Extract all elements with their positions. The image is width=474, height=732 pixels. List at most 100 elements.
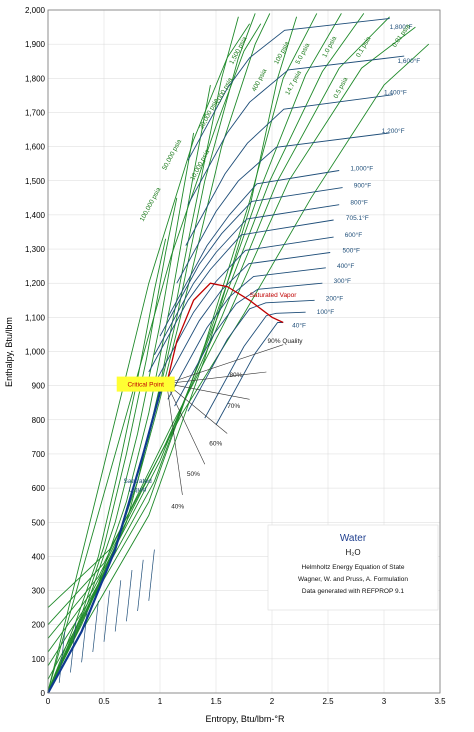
saturated-vapor-line <box>166 282 284 384</box>
isotherm-label: 600°F <box>345 231 362 239</box>
y-tick-label: 1,000 <box>25 348 46 357</box>
isotherm-label: 800°F <box>350 199 367 207</box>
plot-frame <box>47 9 441 694</box>
isotherm-label: 900°F <box>354 182 371 190</box>
quality-line <box>166 383 206 465</box>
critical-point-highlight <box>116 376 175 392</box>
y-tick-label: 1,200 <box>25 279 46 288</box>
isotherm-layer <box>58 18 405 683</box>
isotherm-label: 400°F <box>337 262 354 270</box>
liquid-isotherm <box>58 631 66 683</box>
y-tick-label: 1,600 <box>25 143 46 152</box>
isotherm-curve <box>215 322 284 426</box>
x-tick-label: 0.5 <box>98 697 110 706</box>
isotherm-curve <box>159 252 331 393</box>
y-tick-label: 900 <box>32 382 46 391</box>
isotherm-label: 1,800°F <box>390 23 413 31</box>
quality-line <box>166 383 250 400</box>
x-tick-label: 3 <box>382 697 387 706</box>
y-tick-label: 100 <box>32 655 46 664</box>
y-tick-label: 1,500 <box>25 177 46 186</box>
info-line-1: Helmholtz Energy Equation of State <box>302 564 405 571</box>
isobar-curve <box>47 23 250 692</box>
isotherm-label: 1,000°F <box>350 165 373 173</box>
quality-label: 70% <box>227 403 240 410</box>
isotherm-curve <box>154 236 334 385</box>
isotherm-label: 1,400°F <box>384 89 407 97</box>
isotherm-label: 705.1°F <box>346 214 369 222</box>
x-axis-title: Entropy, Btu/lbm-°R <box>206 714 285 724</box>
liquid-isotherm <box>92 600 99 653</box>
y-tick-label: 500 <box>32 518 46 527</box>
quality-line <box>166 383 228 434</box>
x-tick-label: 1 <box>158 697 163 706</box>
info-box-frame <box>267 524 439 611</box>
y-tick-label: 200 <box>32 621 46 630</box>
quality-label: 90% Quality <box>268 338 304 345</box>
y-tick-label: 0 <box>41 689 46 698</box>
info-formula: H₂O <box>345 548 360 557</box>
info-line-3: Data generated with REFPROP 9.1 <box>302 588 405 595</box>
isotherm-curve <box>185 94 394 246</box>
quality-line <box>166 344 284 384</box>
isotherm-curve <box>176 132 390 284</box>
y-tick-label: 1,800 <box>25 74 46 83</box>
isotherm-curve <box>154 204 340 356</box>
isotherm-curve <box>159 187 343 337</box>
quality-line <box>166 383 183 495</box>
liquid-isotherm <box>103 590 110 642</box>
isotherm-label: 40°F <box>292 322 306 330</box>
y-tick-label: 1,300 <box>25 245 46 254</box>
critical-point-label: Critical Point <box>127 382 164 389</box>
isobar-curve <box>47 13 271 692</box>
x-tick-label: 0 <box>46 697 51 706</box>
isobar-curve <box>47 23 262 692</box>
saturated-liquid-label-line2: Liquid <box>129 487 147 494</box>
quality-label: 50% <box>187 471 200 478</box>
y-tick-label: 800 <box>32 416 46 425</box>
x-tick-label: 3.5 <box>434 697 446 706</box>
isobar-curve <box>47 13 365 653</box>
y-tick-label: 700 <box>32 450 46 459</box>
isotherm-label: 500°F <box>343 246 360 254</box>
isotherm-curve <box>187 55 405 205</box>
y-tick-label: 2,000 <box>25 6 46 15</box>
y-tick-label: 1,400 <box>25 211 46 220</box>
isobar-curve <box>47 16 390 639</box>
y-tick-label: 1,900 <box>25 40 46 49</box>
x-tick-label: 1.5 <box>210 697 222 706</box>
x-tick-label: 2 <box>270 697 275 706</box>
liquid-isotherm <box>126 570 133 622</box>
isotherm-curve <box>148 219 334 373</box>
axis-layer: 0 100 200 300 400 500 600 700 800 900 1,000 1,100 1,… <box>25 6 446 706</box>
isobar-curve <box>47 26 416 626</box>
y-tick-label: 300 <box>32 587 46 596</box>
isotherm-curve <box>167 267 326 400</box>
saturated-liquid-label-line1: Saturated <box>124 478 153 485</box>
quality-label: 40% <box>171 504 184 511</box>
isobar-curve <box>47 132 195 692</box>
isobar-curve <box>47 238 167 692</box>
isotherm-label: 1,200°F <box>382 127 405 135</box>
isobar-curve <box>47 85 211 692</box>
isotherm-label: 100°F <box>317 308 334 316</box>
isotherm-curve <box>204 311 306 419</box>
isotherm-curve <box>187 18 390 161</box>
x-tick-label: 2.5 <box>322 697 334 706</box>
isotherm-label: 1,600°F <box>397 57 420 65</box>
isotherm-label: 300°F <box>334 277 351 285</box>
info-box: Water H₂O Helmholtz Energy Equation of S… <box>267 524 439 611</box>
y-tick-label: 400 <box>32 552 46 561</box>
saturated-vapor-label: Saturated Vapor <box>250 292 298 299</box>
y-tick-label: 600 <box>32 484 46 493</box>
isotherm-curve <box>187 299 315 412</box>
liquid-isotherm <box>114 580 122 632</box>
quality-label: 80% <box>229 372 242 379</box>
isotherm-label: 200°F <box>326 294 343 302</box>
y-axis-title: Enthalpy, Btu/lbm <box>4 317 14 387</box>
info-title: Water <box>340 533 367 544</box>
isotherm-curve <box>167 170 340 318</box>
quality-line <box>166 371 267 384</box>
